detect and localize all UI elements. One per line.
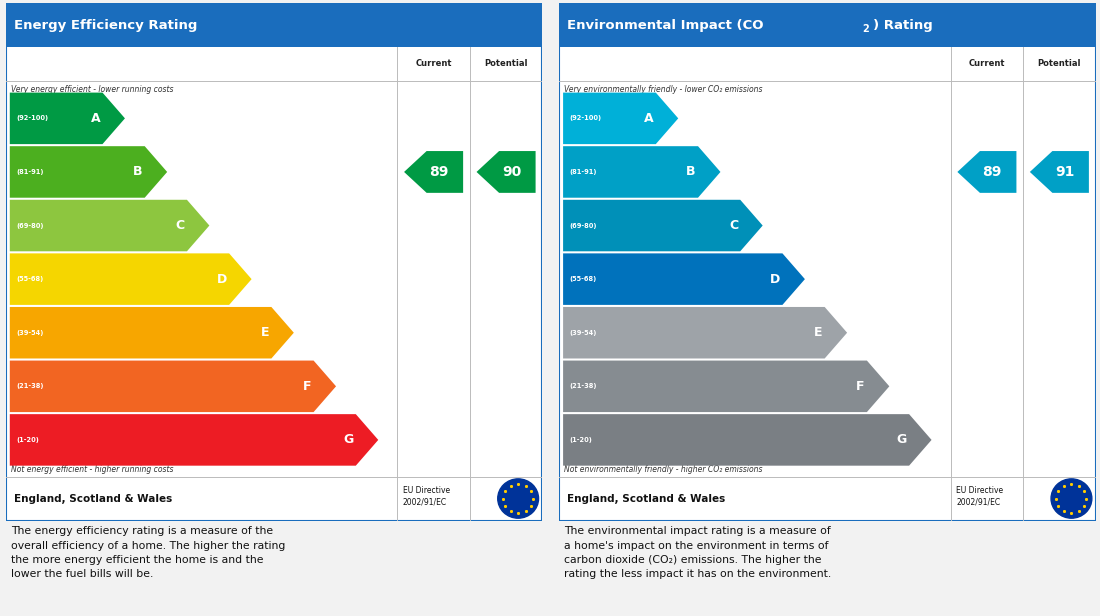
Text: G: G: [896, 434, 907, 447]
Text: G: G: [343, 434, 354, 447]
Text: 90: 90: [502, 165, 521, 179]
Text: EU Directive
2002/91/EC: EU Directive 2002/91/EC: [403, 485, 450, 506]
Text: Energy Efficiency Rating: Energy Efficiency Rating: [13, 18, 197, 31]
Text: Potential: Potential: [1037, 59, 1081, 68]
Polygon shape: [10, 414, 378, 466]
Text: Not environmentally friendly - higher CO₂ emissions: Not environmentally friendly - higher CO…: [564, 465, 762, 474]
Polygon shape: [1030, 151, 1089, 193]
Polygon shape: [563, 414, 932, 466]
Polygon shape: [563, 307, 847, 359]
Polygon shape: [563, 92, 679, 144]
Text: A: A: [644, 112, 653, 125]
Text: C: C: [176, 219, 185, 232]
Text: (81-91): (81-91): [16, 169, 44, 175]
Polygon shape: [563, 360, 889, 412]
Text: Very energy efficient - lower running costs: Very energy efficient - lower running co…: [11, 85, 174, 94]
Polygon shape: [563, 146, 720, 198]
Text: (1-20): (1-20): [570, 437, 593, 443]
Text: (55-68): (55-68): [16, 276, 44, 282]
Text: D: D: [217, 273, 227, 286]
Polygon shape: [476, 151, 536, 193]
Text: (81-91): (81-91): [570, 169, 597, 175]
Polygon shape: [10, 146, 167, 198]
Text: (21-38): (21-38): [16, 383, 44, 389]
Text: England, Scotland & Wales: England, Scotland & Wales: [566, 493, 725, 503]
Text: (21-38): (21-38): [570, 383, 597, 389]
Polygon shape: [10, 307, 294, 359]
Circle shape: [1050, 479, 1092, 518]
Text: B: B: [686, 166, 696, 179]
Text: 89: 89: [429, 165, 449, 179]
Text: Current: Current: [969, 59, 1005, 68]
Text: ) Rating: ) Rating: [872, 18, 933, 31]
Polygon shape: [563, 200, 762, 251]
Text: A: A: [90, 112, 100, 125]
Text: F: F: [856, 380, 865, 393]
Text: England, Scotland & Wales: England, Scotland & Wales: [13, 493, 172, 503]
Polygon shape: [10, 360, 335, 412]
Text: The environmental impact rating is a measure of
a home's impact on the environme: The environmental impact rating is a mea…: [564, 526, 832, 580]
Text: EU Directive
2002/91/EC: EU Directive 2002/91/EC: [956, 485, 1003, 506]
Bar: [559, 3, 1096, 47]
Polygon shape: [563, 253, 805, 305]
Text: 2: 2: [862, 24, 869, 34]
Text: (55-68): (55-68): [570, 276, 597, 282]
Text: (69-80): (69-80): [570, 222, 597, 229]
Bar: [6, 3, 542, 47]
Text: C: C: [729, 219, 738, 232]
Text: (39-54): (39-54): [570, 330, 597, 336]
Text: B: B: [133, 166, 143, 179]
Text: E: E: [814, 326, 823, 339]
Text: (92-100): (92-100): [16, 115, 48, 121]
Text: Current: Current: [416, 59, 452, 68]
Text: 91: 91: [1055, 165, 1075, 179]
Text: E: E: [261, 326, 270, 339]
Text: Potential: Potential: [484, 59, 528, 68]
Polygon shape: [957, 151, 1016, 193]
Text: Not energy efficient - higher running costs: Not energy efficient - higher running co…: [11, 465, 174, 474]
Polygon shape: [10, 253, 252, 305]
Text: D: D: [770, 273, 780, 286]
Text: 89: 89: [982, 165, 1002, 179]
Text: Environmental Impact (CO: Environmental Impact (CO: [566, 18, 763, 31]
Text: (92-100): (92-100): [570, 115, 602, 121]
Text: The energy efficiency rating is a measure of the
overall efficiency of a home. T: The energy efficiency rating is a measur…: [11, 526, 285, 580]
Polygon shape: [10, 200, 209, 251]
Polygon shape: [10, 92, 125, 144]
Text: (1-20): (1-20): [16, 437, 40, 443]
Text: Very environmentally friendly - lower CO₂ emissions: Very environmentally friendly - lower CO…: [564, 85, 762, 94]
Circle shape: [497, 479, 539, 518]
Polygon shape: [404, 151, 463, 193]
Text: (39-54): (39-54): [16, 330, 44, 336]
Text: (69-80): (69-80): [16, 222, 44, 229]
Text: F: F: [302, 380, 311, 393]
